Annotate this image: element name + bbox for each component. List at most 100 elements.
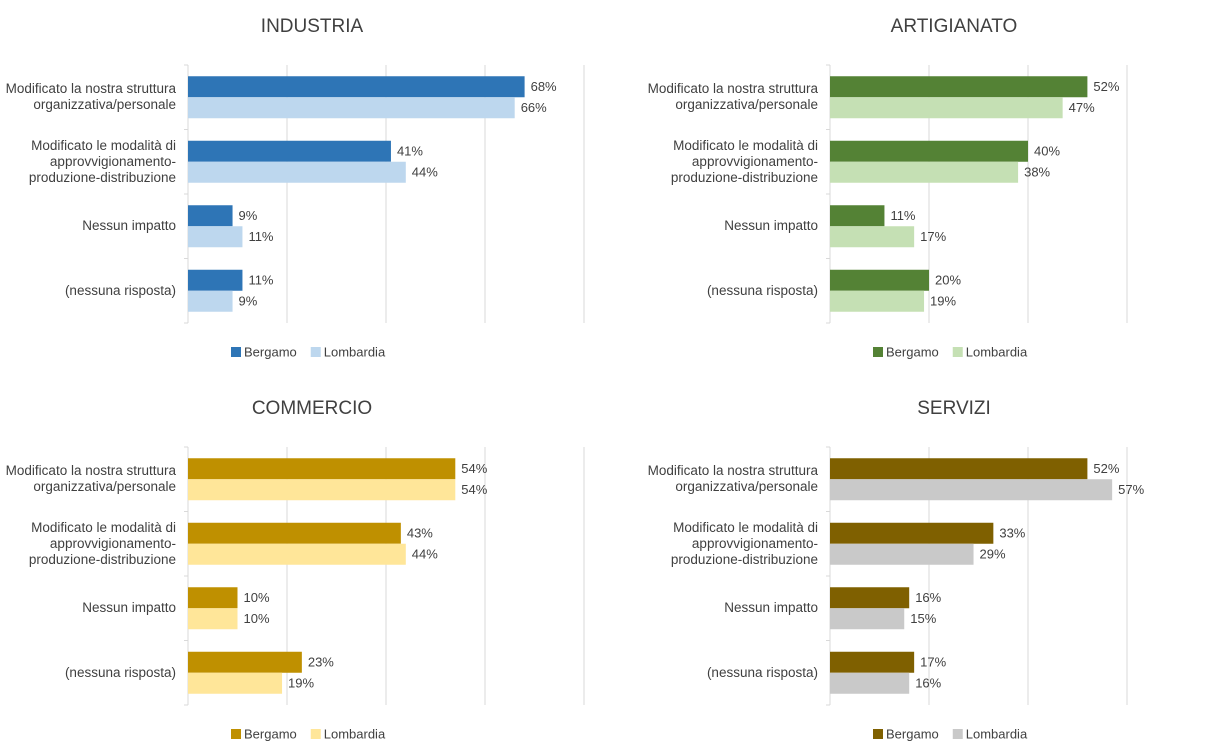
category-label: Nessun impatto bbox=[642, 194, 818, 259]
legend-label: Bergamo bbox=[244, 344, 297, 359]
chart: SERVIZI 52% 57% 33% 29% 16% 15% 17% 16% Bergamo Lo… bbox=[826, 398, 1145, 741]
data-label: 19% bbox=[930, 294, 956, 309]
legend-label: Lombardia bbox=[324, 726, 386, 741]
bar bbox=[188, 269, 243, 291]
chart: ARTIGIANATO 52% 47% 40% 38% 11% 17% 20% 19% Berga… bbox=[826, 16, 1128, 359]
bar bbox=[830, 608, 905, 630]
bar bbox=[188, 522, 401, 544]
bar bbox=[830, 76, 1088, 98]
category-label: Modificato le modalità di approvvigionam… bbox=[642, 512, 818, 577]
data-label: 38% bbox=[1024, 165, 1050, 180]
category-label: Nessun impatto bbox=[0, 194, 176, 259]
chart-panel: COMMERCIO 54% 54% 43% 44% 10% 10% 23% 19% Bergamo… bbox=[0, 382, 606, 753]
chart-title: SERVIZI bbox=[917, 398, 991, 419]
bar bbox=[830, 205, 885, 227]
data-label: 33% bbox=[999, 526, 1025, 541]
data-label: 17% bbox=[920, 229, 946, 244]
bar bbox=[188, 608, 238, 630]
data-label: 54% bbox=[461, 461, 487, 476]
category-label: Modificato le modalità di approvvigionam… bbox=[0, 130, 176, 195]
data-label: 44% bbox=[412, 547, 438, 562]
data-label: 44% bbox=[412, 165, 438, 180]
data-label: 29% bbox=[980, 547, 1006, 562]
category-label: (nessuna risposta) bbox=[0, 641, 176, 706]
category-label: Nessun impatto bbox=[0, 576, 176, 641]
category-text: Modificato la nostra struttura organizza… bbox=[647, 81, 818, 113]
bar bbox=[188, 161, 406, 183]
chart: INDUSTRIA 68% 66% 41% 44% 9% 11% 11% 9% Bergamo Lo… bbox=[184, 16, 585, 359]
legend-swatch bbox=[952, 729, 963, 739]
category-text: (nessuna risposta) bbox=[706, 664, 818, 680]
chart-panel: ARTIGIANATO 52% 47% 40% 38% 11% 17% 20% 19% Berga… bbox=[642, 0, 1213, 371]
bar bbox=[188, 543, 406, 565]
category-label: Nessun impatto bbox=[642, 576, 818, 641]
data-label: 15% bbox=[910, 611, 936, 626]
bar bbox=[830, 269, 929, 291]
legend-swatch bbox=[310, 347, 321, 357]
legend-swatch bbox=[873, 729, 883, 739]
legend-swatch bbox=[231, 729, 241, 739]
data-label: 16% bbox=[915, 590, 941, 605]
chart-title: INDUSTRIA bbox=[261, 16, 364, 37]
data-label: 19% bbox=[288, 676, 314, 691]
bar bbox=[830, 290, 925, 312]
category-label: Modificato le modalità di approvvigionam… bbox=[0, 512, 176, 577]
legend-label: Bergamo bbox=[886, 726, 939, 741]
data-label: 20% bbox=[935, 273, 961, 288]
bar bbox=[188, 651, 302, 673]
category-text: Modificato le modalità di approvvigionam… bbox=[670, 137, 818, 185]
bar bbox=[830, 140, 1028, 162]
category-text: Nessun impatto bbox=[82, 218, 176, 234]
bar bbox=[188, 479, 456, 501]
bar bbox=[188, 458, 456, 480]
legend-label: Bergamo bbox=[244, 726, 297, 741]
bar bbox=[830, 226, 915, 248]
category-text: (nessuna risposta) bbox=[64, 282, 176, 298]
data-label: 52% bbox=[1093, 79, 1119, 94]
category-label: (nessuna risposta) bbox=[642, 259, 818, 324]
bar bbox=[188, 140, 391, 162]
legend-label: Lombardia bbox=[966, 344, 1028, 359]
category-text: Modificato le modalità di approvvigionam… bbox=[28, 519, 176, 567]
bar bbox=[188, 205, 233, 227]
bar bbox=[830, 161, 1019, 183]
category-text: Nessun impatto bbox=[724, 218, 818, 234]
bar bbox=[830, 522, 994, 544]
data-label: 54% bbox=[461, 482, 487, 497]
category-text: (nessuna risposta) bbox=[706, 282, 818, 298]
chart: COMMERCIO 54% 54% 43% 44% 10% 10% 23% 19% Bergamo… bbox=[184, 398, 585, 741]
bar bbox=[188, 672, 283, 694]
bar bbox=[830, 97, 1063, 119]
category-text: Modificato la nostra struttura organizza… bbox=[647, 463, 818, 495]
bar bbox=[830, 458, 1088, 480]
category-text: Modificato le modalità di approvvigionam… bbox=[670, 519, 818, 567]
category-label: (nessuna risposta) bbox=[642, 641, 818, 706]
data-label: 52% bbox=[1093, 461, 1119, 476]
data-label: 17% bbox=[920, 655, 946, 670]
bar bbox=[830, 543, 974, 565]
chart-title: COMMERCIO bbox=[252, 398, 372, 419]
data-label: 11% bbox=[248, 229, 273, 244]
data-label: 11% bbox=[890, 208, 915, 223]
bar bbox=[188, 587, 238, 609]
category-text: (nessuna risposta) bbox=[64, 664, 176, 680]
category-text: Nessun impatto bbox=[724, 600, 818, 616]
legend-label: Lombardia bbox=[324, 344, 386, 359]
category-label: Modificato la nostra struttura organizza… bbox=[0, 65, 176, 130]
data-label: 68% bbox=[531, 79, 557, 94]
category-label: Modificato la nostra struttura organizza… bbox=[0, 447, 176, 512]
bar bbox=[188, 290, 233, 312]
legend-swatch bbox=[873, 347, 883, 357]
data-label: 23% bbox=[308, 655, 334, 670]
chart-title: ARTIGIANATO bbox=[891, 16, 1018, 37]
legend-swatch bbox=[231, 347, 241, 357]
category-label: Modificato le modalità di approvvigionam… bbox=[642, 130, 818, 195]
legend-swatch bbox=[310, 729, 321, 739]
data-label: 11% bbox=[248, 273, 273, 288]
bar bbox=[188, 226, 243, 248]
data-label: 40% bbox=[1034, 144, 1060, 159]
data-label: 10% bbox=[244, 611, 270, 626]
data-label: 47% bbox=[1069, 100, 1095, 115]
legend-label: Lombardia bbox=[966, 726, 1028, 741]
